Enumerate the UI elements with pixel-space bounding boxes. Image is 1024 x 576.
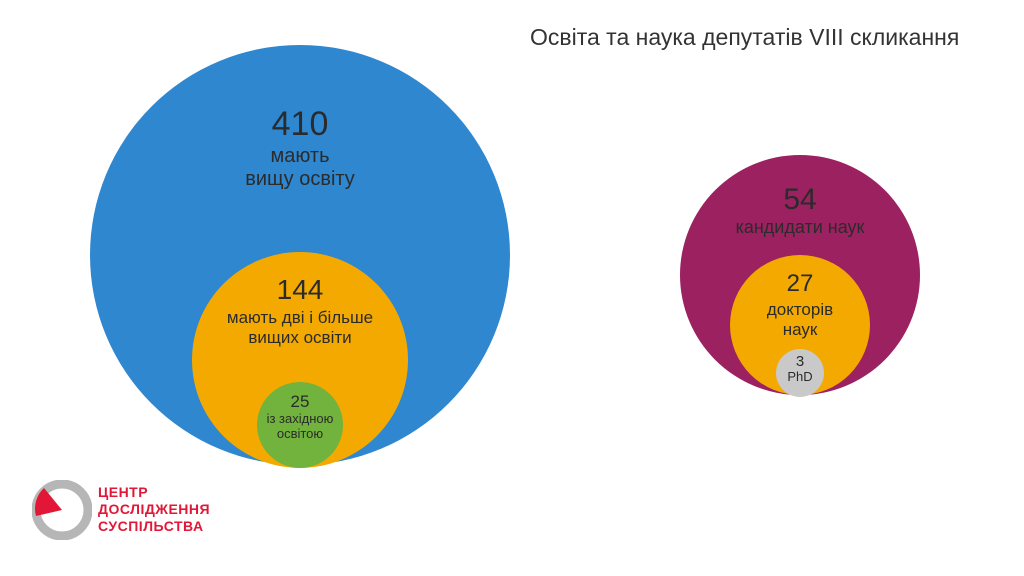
right-middle-label: докторівнаук bbox=[730, 300, 870, 339]
left-inner-value: 25 bbox=[257, 382, 343, 412]
right-inner-label: PhD bbox=[776, 370, 824, 385]
logo bbox=[32, 480, 92, 545]
right-outer-label: кандидати наук bbox=[680, 217, 920, 238]
right-outer-value: 54 bbox=[680, 155, 920, 217]
left-inner-circle: 25 із західноюосвітою bbox=[257, 382, 343, 468]
left-outer-label: маютьвищу освіту bbox=[90, 145, 510, 191]
right-middle-value: 27 bbox=[730, 255, 870, 298]
right-inner-circle: 3 PhD bbox=[776, 349, 824, 397]
right-inner-value: 3 bbox=[776, 349, 824, 370]
chart-title: Освіта та наука депутатів VIII скликання bbox=[530, 24, 959, 51]
left-middle-label: мають дві і більшевищих освіти bbox=[192, 308, 408, 347]
logo-icon bbox=[32, 480, 92, 540]
logo-text: ЦЕНТРДОСЛІДЖЕННЯСУСПІЛЬСТВА bbox=[98, 484, 210, 534]
left-inner-label: із західноюосвітою bbox=[257, 412, 343, 442]
left-outer-value: 410 bbox=[90, 45, 510, 144]
left-middle-value: 144 bbox=[192, 252, 408, 306]
